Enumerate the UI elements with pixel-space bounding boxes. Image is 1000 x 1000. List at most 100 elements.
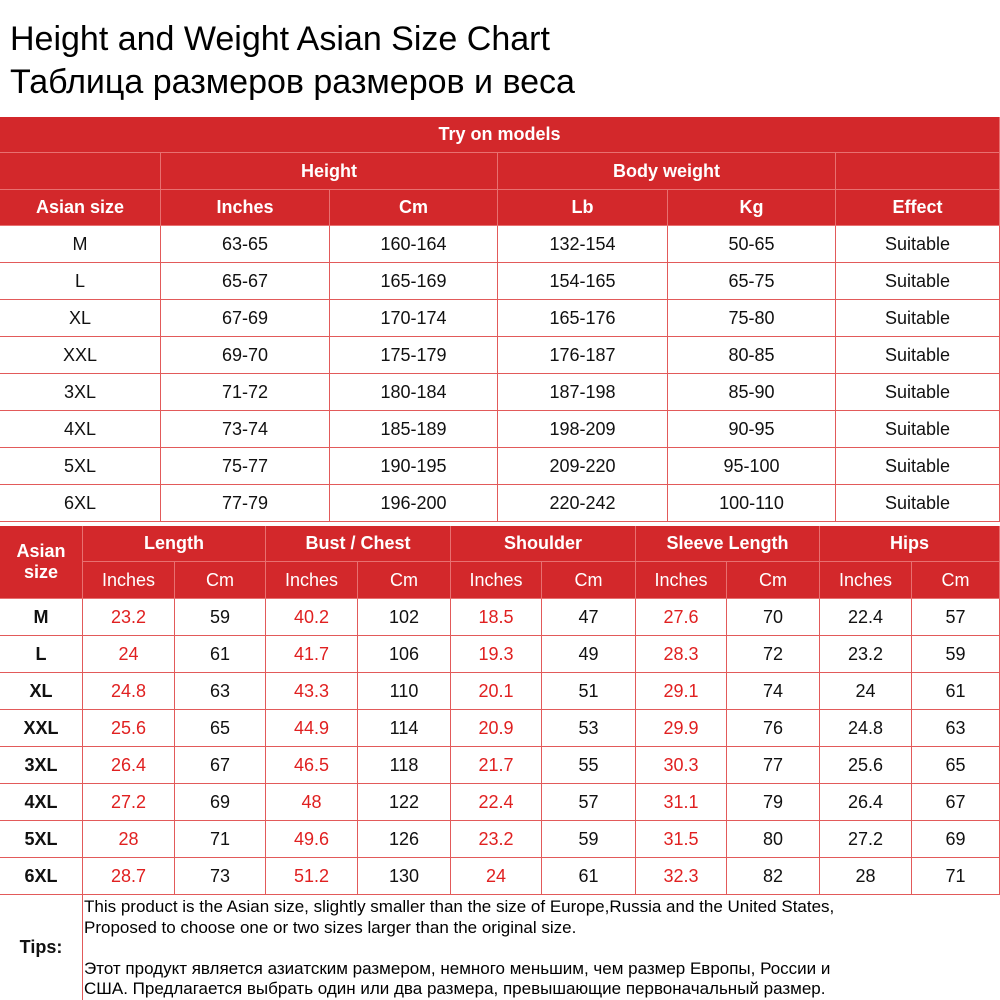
cell: Suitable: [836, 263, 1000, 300]
cell: 19.3: [451, 636, 542, 673]
subcolumn-header: Inches: [636, 562, 727, 599]
cell: 49.6: [266, 821, 358, 858]
cell: 73: [175, 858, 266, 895]
cell: 132-154: [498, 226, 668, 263]
cell: 22.4: [820, 599, 912, 636]
cell: 71: [912, 858, 1000, 895]
cell: 82: [727, 858, 820, 895]
group-header: Sleeve Length: [636, 526, 820, 562]
cell: 48: [266, 784, 358, 821]
group-header: Length: [83, 526, 266, 562]
cell: M: [0, 226, 161, 263]
cell: 118: [358, 747, 451, 784]
cell: 30.3: [636, 747, 727, 784]
cell: XXL: [0, 337, 161, 374]
cell: 27.2: [83, 784, 175, 821]
cell: 73-74: [161, 411, 330, 448]
cell: 176-187: [498, 337, 668, 374]
size-cell: 5XL: [0, 821, 83, 858]
cell: 75-80: [668, 300, 836, 337]
column-header: Cm: [330, 190, 498, 226]
subcolumn-header: Inches: [83, 562, 175, 599]
cell: Suitable: [836, 374, 1000, 411]
column-header: Lb: [498, 190, 668, 226]
subcolumn-header: Cm: [175, 562, 266, 599]
size-cell: XXL: [0, 710, 83, 747]
cell: 28.3: [636, 636, 727, 673]
cell: 24.8: [83, 673, 175, 710]
cell: 70: [727, 599, 820, 636]
cell: 63: [175, 673, 266, 710]
cell: 57: [912, 599, 1000, 636]
cell: Suitable: [836, 411, 1000, 448]
cell: 22.4: [451, 784, 542, 821]
tip-line: США. Предлагается выбрать один или два р…: [84, 979, 826, 998]
cell: 27.2: [820, 821, 912, 858]
cell: 18.5: [451, 599, 542, 636]
cell: 77-79: [161, 485, 330, 522]
cell: Suitable: [836, 485, 1000, 522]
size-cell: 3XL: [0, 747, 83, 784]
cell: 26.4: [820, 784, 912, 821]
cell: 85-90: [668, 374, 836, 411]
size-cell: M: [0, 599, 83, 636]
group-header: Body weight: [498, 153, 836, 190]
size-cell: 4XL: [0, 784, 83, 821]
header-cell: [0, 153, 161, 190]
cell: 90-95: [668, 411, 836, 448]
cell: 26.4: [83, 747, 175, 784]
cell: 196-200: [330, 485, 498, 522]
cell: 74: [727, 673, 820, 710]
cell: 47: [542, 599, 636, 636]
cell: 61: [175, 636, 266, 673]
cell: 65: [175, 710, 266, 747]
cell: 160-164: [330, 226, 498, 263]
cell: Suitable: [836, 448, 1000, 485]
cell: 71-72: [161, 374, 330, 411]
cell: 80-85: [668, 337, 836, 374]
cell: 69: [912, 821, 1000, 858]
cell: 43.3: [266, 673, 358, 710]
cell: 114: [358, 710, 451, 747]
title: Таблица размеров размеров и веса: [10, 63, 575, 101]
cell: 28.7: [83, 858, 175, 895]
cell: 40.2: [266, 599, 358, 636]
cell: 190-195: [330, 448, 498, 485]
cell: 63-65: [161, 226, 330, 263]
cell: 21.7: [451, 747, 542, 784]
cell: 79: [727, 784, 820, 821]
cell: 110: [358, 673, 451, 710]
cell: L: [0, 263, 161, 300]
cell: 65-75: [668, 263, 836, 300]
subcolumn-header: Cm: [727, 562, 820, 599]
cell: 25.6: [820, 747, 912, 784]
cell: 65-67: [161, 263, 330, 300]
cell: 55: [542, 747, 636, 784]
size-cell: 6XL: [0, 858, 83, 895]
cell: 220-242: [498, 485, 668, 522]
column-header: Effect: [836, 190, 1000, 226]
cell: Suitable: [836, 226, 1000, 263]
cell: 72: [727, 636, 820, 673]
cell: 24: [83, 636, 175, 673]
tips-label: Tips:: [0, 895, 83, 1000]
cell: 67: [175, 747, 266, 784]
cell: 59: [542, 821, 636, 858]
cell: 49: [542, 636, 636, 673]
cell: 6XL: [0, 485, 161, 522]
tip-line: Proposed to choose one or two sizes larg…: [84, 918, 577, 937]
cell: 28: [83, 821, 175, 858]
cell: 69-70: [161, 337, 330, 374]
cell: 24.8: [820, 710, 912, 747]
cell: 80: [727, 821, 820, 858]
cell: 102: [358, 599, 451, 636]
cell: 20.1: [451, 673, 542, 710]
cell: 28: [820, 858, 912, 895]
cell: 106: [358, 636, 451, 673]
cell: 180-184: [330, 374, 498, 411]
cell: 24: [820, 673, 912, 710]
subcolumn-header: Cm: [542, 562, 636, 599]
column-header: Kg: [668, 190, 836, 226]
group-header: Shoulder: [451, 526, 636, 562]
